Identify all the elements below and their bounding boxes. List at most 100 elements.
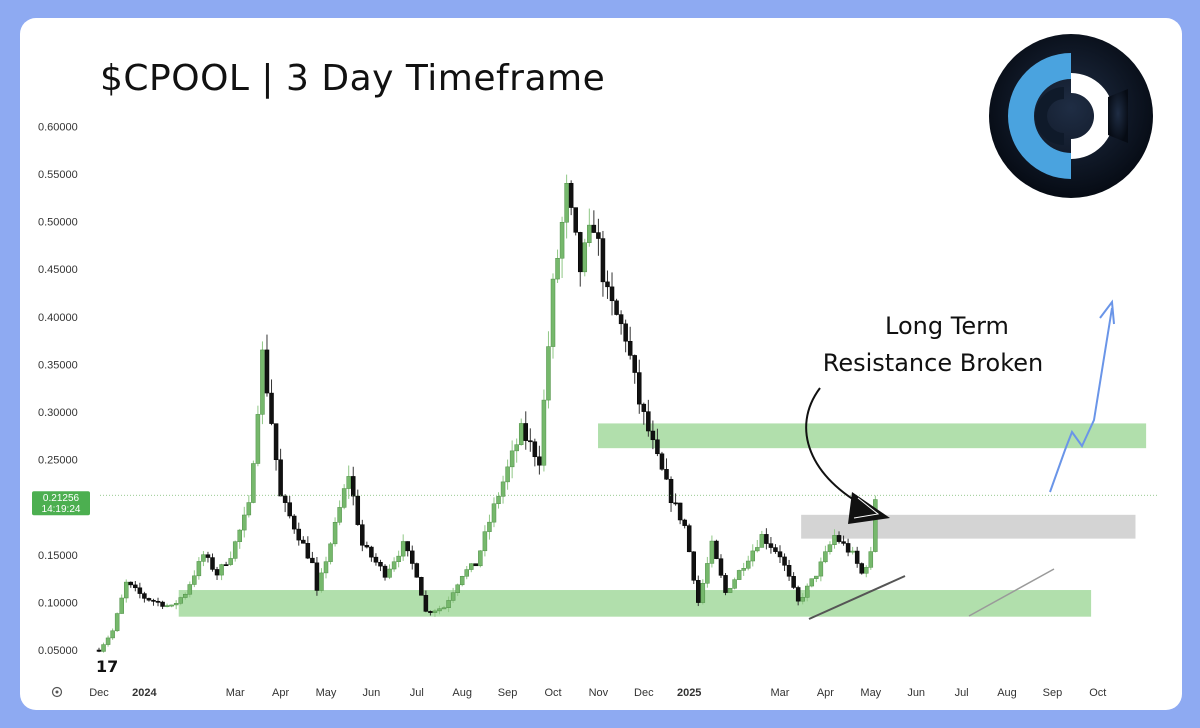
candle-up <box>818 561 824 577</box>
candle-down <box>841 541 846 544</box>
candle-up <box>441 607 447 610</box>
candle-up <box>346 476 351 489</box>
x-tick-label: Sep <box>1043 687 1063 699</box>
candle-down <box>795 587 801 602</box>
candle-up <box>491 503 497 523</box>
candle-down <box>773 547 778 552</box>
candle-down <box>419 577 424 596</box>
candle-down <box>682 519 687 526</box>
x-tick-label: Dec <box>634 687 654 699</box>
candle-down <box>151 599 156 602</box>
candle-down <box>128 581 134 586</box>
candle-up <box>732 579 737 589</box>
candle-up <box>868 551 874 568</box>
candle-down <box>301 539 306 544</box>
y-tick-label: 0.15000 <box>38 550 78 562</box>
candle-down <box>668 479 674 504</box>
candle-down <box>782 556 787 566</box>
candle-down <box>618 314 624 325</box>
candle-down <box>623 323 628 342</box>
x-tick-label: Jul <box>410 687 424 699</box>
candlestick-chart: 0.050000.100000.150000.200000.250000.300… <box>32 121 1158 699</box>
candle-up <box>169 604 174 607</box>
candle-up <box>255 414 261 464</box>
candle-down <box>723 575 728 593</box>
candle-up <box>827 544 833 552</box>
candle-up <box>464 569 469 577</box>
candle-up <box>328 543 333 562</box>
settings-icon[interactable] <box>51 686 63 698</box>
wicks-layer <box>98 174 876 653</box>
candle-down <box>637 372 642 405</box>
candle-down <box>273 423 279 461</box>
candle-up <box>518 423 524 445</box>
candle-up <box>332 522 338 545</box>
candle-up <box>541 399 547 466</box>
candle-down <box>269 392 274 424</box>
candle-down <box>305 543 311 559</box>
candle-down <box>696 580 701 603</box>
candle-down <box>537 456 542 466</box>
candle-up <box>192 575 197 585</box>
x-tick-label: Aug <box>452 687 472 699</box>
current-price-value: 0.21256 <box>43 493 80 504</box>
candle-up <box>246 502 252 516</box>
candle-up <box>196 561 202 577</box>
candle-down <box>310 557 315 564</box>
candle-down <box>532 441 538 458</box>
candle-down <box>591 224 597 233</box>
candle-down <box>278 459 283 497</box>
x-tick-label: May <box>860 687 881 699</box>
candle-down <box>791 576 796 588</box>
candle-up <box>700 583 706 603</box>
candle-down <box>596 232 601 239</box>
annotation-line-1: Long Term <box>885 312 1009 340</box>
candle-down <box>223 564 229 566</box>
candle-up <box>396 555 401 562</box>
candle-down <box>573 207 578 233</box>
y-tick-label: 0.50000 <box>38 217 78 229</box>
candle-down <box>659 453 665 470</box>
candle-up <box>745 560 751 569</box>
candle-down <box>410 550 415 564</box>
x-axis: Dec 2024 Mar Apr May Jun Jul Aug Sep Oct Nov Dec 202… <box>89 687 1106 699</box>
tradingview-icon: 17 <box>96 657 118 676</box>
candle-up <box>809 578 815 587</box>
candle-down <box>291 515 297 530</box>
annotation-line-2: Resistance Broken <box>823 349 1043 377</box>
candle-down <box>155 600 161 603</box>
annotation-arrow <box>805 387 890 524</box>
candle-up <box>823 551 828 563</box>
candle-up <box>750 550 756 562</box>
projection-arrow <box>1049 299 1115 493</box>
candle-down <box>577 232 583 273</box>
candle-up <box>832 535 837 545</box>
candle-down <box>210 557 215 570</box>
trendlines-layer <box>808 568 1055 620</box>
candle-down <box>214 569 220 576</box>
candle-down <box>600 238 606 283</box>
candle-up <box>237 529 242 542</box>
candle-down <box>369 546 374 558</box>
candle-down <box>264 349 270 394</box>
candle-down <box>718 558 724 576</box>
chart-card: $CPOOL | 3 Day Timeframe 0.05000 0.10000 0… <box>20 18 1182 710</box>
x-tick-label: Jul <box>955 687 969 699</box>
candle-up <box>119 597 124 614</box>
x-tick-label: Jun <box>907 687 925 699</box>
x-tick-label: Mar <box>226 687 245 699</box>
candle-up <box>736 570 742 580</box>
bodies-layer <box>96 183 878 652</box>
y-tick-label: 0.25000 <box>38 455 78 467</box>
candle-up <box>446 600 451 608</box>
chart-title: $CPOOL | 3 Day Timeframe <box>100 58 606 99</box>
candle-down <box>641 403 647 412</box>
candle-up <box>105 637 111 645</box>
y-tick-label: 0.45000 <box>38 264 78 276</box>
candle-down <box>768 543 774 548</box>
candle-down <box>859 563 864 574</box>
candle-down <box>423 595 429 612</box>
y-tick-label: 0.55000 <box>38 169 78 181</box>
candle-down <box>205 554 211 558</box>
x-tick-label: Nov <box>589 687 609 699</box>
